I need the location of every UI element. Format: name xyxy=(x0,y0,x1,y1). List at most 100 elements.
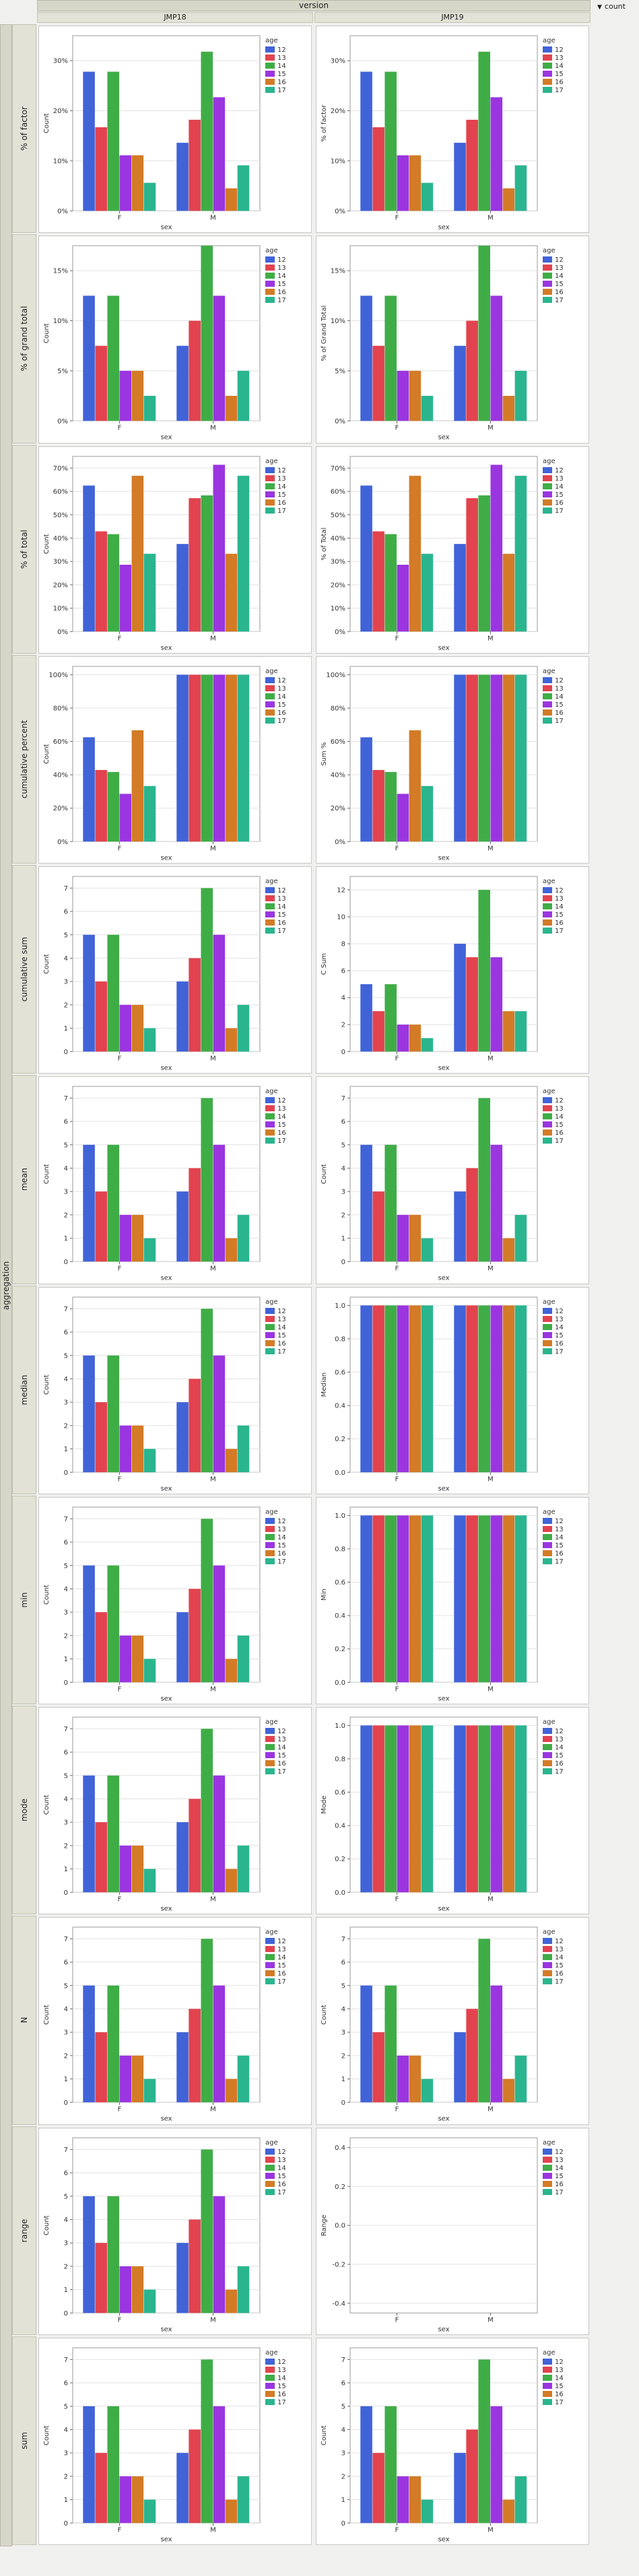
legend-swatch[interactable] xyxy=(543,87,552,93)
bar-m-age-13[interactable] xyxy=(466,1515,478,1682)
legend-swatch[interactable] xyxy=(265,911,275,917)
legend-swatch[interactable] xyxy=(543,2180,552,2187)
legend-swatch[interactable] xyxy=(265,1315,275,1322)
bar-f-age-15[interactable] xyxy=(397,1215,409,1262)
bar-f-age-14[interactable] xyxy=(107,1565,119,1683)
disclosure-triangle-icon[interactable]: ▼ xyxy=(597,4,602,11)
legend-swatch[interactable] xyxy=(265,79,275,85)
legend-swatch[interactable] xyxy=(265,919,275,926)
bar-m-age-17[interactable] xyxy=(514,1304,527,1472)
bar-m-age-16[interactable] xyxy=(502,674,515,841)
legend-swatch[interactable] xyxy=(543,2382,552,2389)
legend-swatch[interactable] xyxy=(543,2156,552,2163)
bar-f-age-14[interactable] xyxy=(384,771,397,841)
legend-swatch[interactable] xyxy=(265,1760,275,1766)
bar-m-age-14[interactable] xyxy=(478,1515,490,1682)
bar-f-age-14[interactable] xyxy=(107,771,119,841)
bar-m-age-17[interactable] xyxy=(514,2056,527,2103)
bar-m-age-16[interactable] xyxy=(502,2079,515,2103)
legend-swatch[interactable] xyxy=(543,483,552,489)
legend-swatch[interactable] xyxy=(543,709,552,716)
bar-m-age-12[interactable] xyxy=(176,345,189,421)
bar-f-age-16[interactable] xyxy=(131,2476,144,2523)
legend-swatch[interactable] xyxy=(543,676,552,683)
bar-f-age-14[interactable] xyxy=(107,1355,119,1472)
legend-swatch[interactable] xyxy=(543,491,552,497)
bar-f-age-15[interactable] xyxy=(397,155,409,211)
bar-f-age-16[interactable] xyxy=(409,2056,422,2103)
bar-f-age-15[interactable] xyxy=(397,1515,409,1682)
bar-m-age-17[interactable] xyxy=(514,1011,527,1052)
legend-swatch[interactable] xyxy=(265,1323,275,1330)
bar-f-age-16[interactable] xyxy=(131,1635,144,1682)
bar-m-age-17[interactable] xyxy=(237,371,250,421)
legend-swatch[interactable] xyxy=(265,2188,275,2195)
bar-m-age-17[interactable] xyxy=(237,1004,250,1052)
bar-m-age-13[interactable] xyxy=(189,1378,201,1472)
legend-swatch[interactable] xyxy=(265,256,275,263)
bar-f-age-13[interactable] xyxy=(95,345,107,421)
bar-m-age-15[interactable] xyxy=(490,464,503,631)
bar-f-age-12[interactable] xyxy=(360,1304,372,1472)
bar-m-age-16[interactable] xyxy=(502,396,515,421)
legend-swatch[interactable] xyxy=(543,1105,552,1112)
bar-f-age-17[interactable] xyxy=(421,2079,434,2103)
bar-m-age-16[interactable] xyxy=(225,1869,238,1893)
bar-f-age-16[interactable] xyxy=(131,1004,144,1052)
bar-f-age-13[interactable] xyxy=(95,2242,107,2313)
legend-swatch[interactable] xyxy=(265,491,275,497)
legend-swatch[interactable] xyxy=(543,1323,552,1330)
legend-swatch[interactable] xyxy=(543,1517,552,1524)
bar-m-age-12[interactable] xyxy=(176,1822,189,1893)
legend-swatch[interactable] xyxy=(543,1558,552,1564)
bar-f-age-12[interactable] xyxy=(360,737,372,841)
legend-swatch[interactable] xyxy=(265,1970,275,1977)
bar-f-age-17[interactable] xyxy=(421,1238,434,1262)
legend-swatch[interactable] xyxy=(265,2382,275,2389)
bar-m-age-13[interactable] xyxy=(189,2009,201,2103)
legend-swatch[interactable] xyxy=(265,46,275,53)
bar-m-age-16[interactable] xyxy=(225,553,238,631)
legend-swatch[interactable] xyxy=(543,895,552,901)
bar-f-age-14[interactable] xyxy=(107,2406,119,2523)
bar-m-age-14[interactable] xyxy=(201,2359,213,2523)
bar-f-age-12[interactable] xyxy=(83,1986,95,2103)
legend-swatch[interactable] xyxy=(543,507,552,514)
bar-m-age-16[interactable] xyxy=(225,1028,238,1052)
legend-swatch[interactable] xyxy=(265,475,275,481)
bar-f-age-17[interactable] xyxy=(143,396,156,421)
bar-f-age-17[interactable] xyxy=(421,182,434,211)
bar-m-age-16[interactable] xyxy=(502,2499,515,2523)
bar-m-age-15[interactable] xyxy=(490,957,503,1052)
legend-swatch[interactable] xyxy=(543,1550,552,1556)
legend-swatch[interactable] xyxy=(265,289,275,295)
bar-f-age-13[interactable] xyxy=(372,1515,384,1682)
bar-f-age-13[interactable] xyxy=(95,769,107,841)
legend-swatch[interactable] xyxy=(265,55,275,61)
bar-f-age-13[interactable] xyxy=(372,2452,384,2523)
bar-m-age-15[interactable] xyxy=(213,1775,226,1893)
bar-f-age-12[interactable] xyxy=(83,2406,95,2523)
legend-swatch[interactable] xyxy=(265,273,275,279)
legend-swatch[interactable] xyxy=(543,1348,552,1354)
bar-m-age-16[interactable] xyxy=(225,1449,238,1472)
bar-m-age-14[interactable] xyxy=(201,1519,213,1682)
bar-f-age-14[interactable] xyxy=(107,934,119,1052)
bar-m-age-16[interactable] xyxy=(502,1725,515,1893)
legend-swatch[interactable] xyxy=(265,1938,275,1945)
legend-swatch[interactable] xyxy=(265,1339,275,1346)
bar-m-age-16[interactable] xyxy=(502,1515,515,1682)
bar-f-age-16[interactable] xyxy=(409,1515,422,1682)
legend-swatch[interactable] xyxy=(543,63,552,69)
bar-f-age-13[interactable] xyxy=(372,127,384,211)
legend-swatch[interactable] xyxy=(543,466,552,473)
bar-f-age-17[interactable] xyxy=(143,2079,156,2103)
